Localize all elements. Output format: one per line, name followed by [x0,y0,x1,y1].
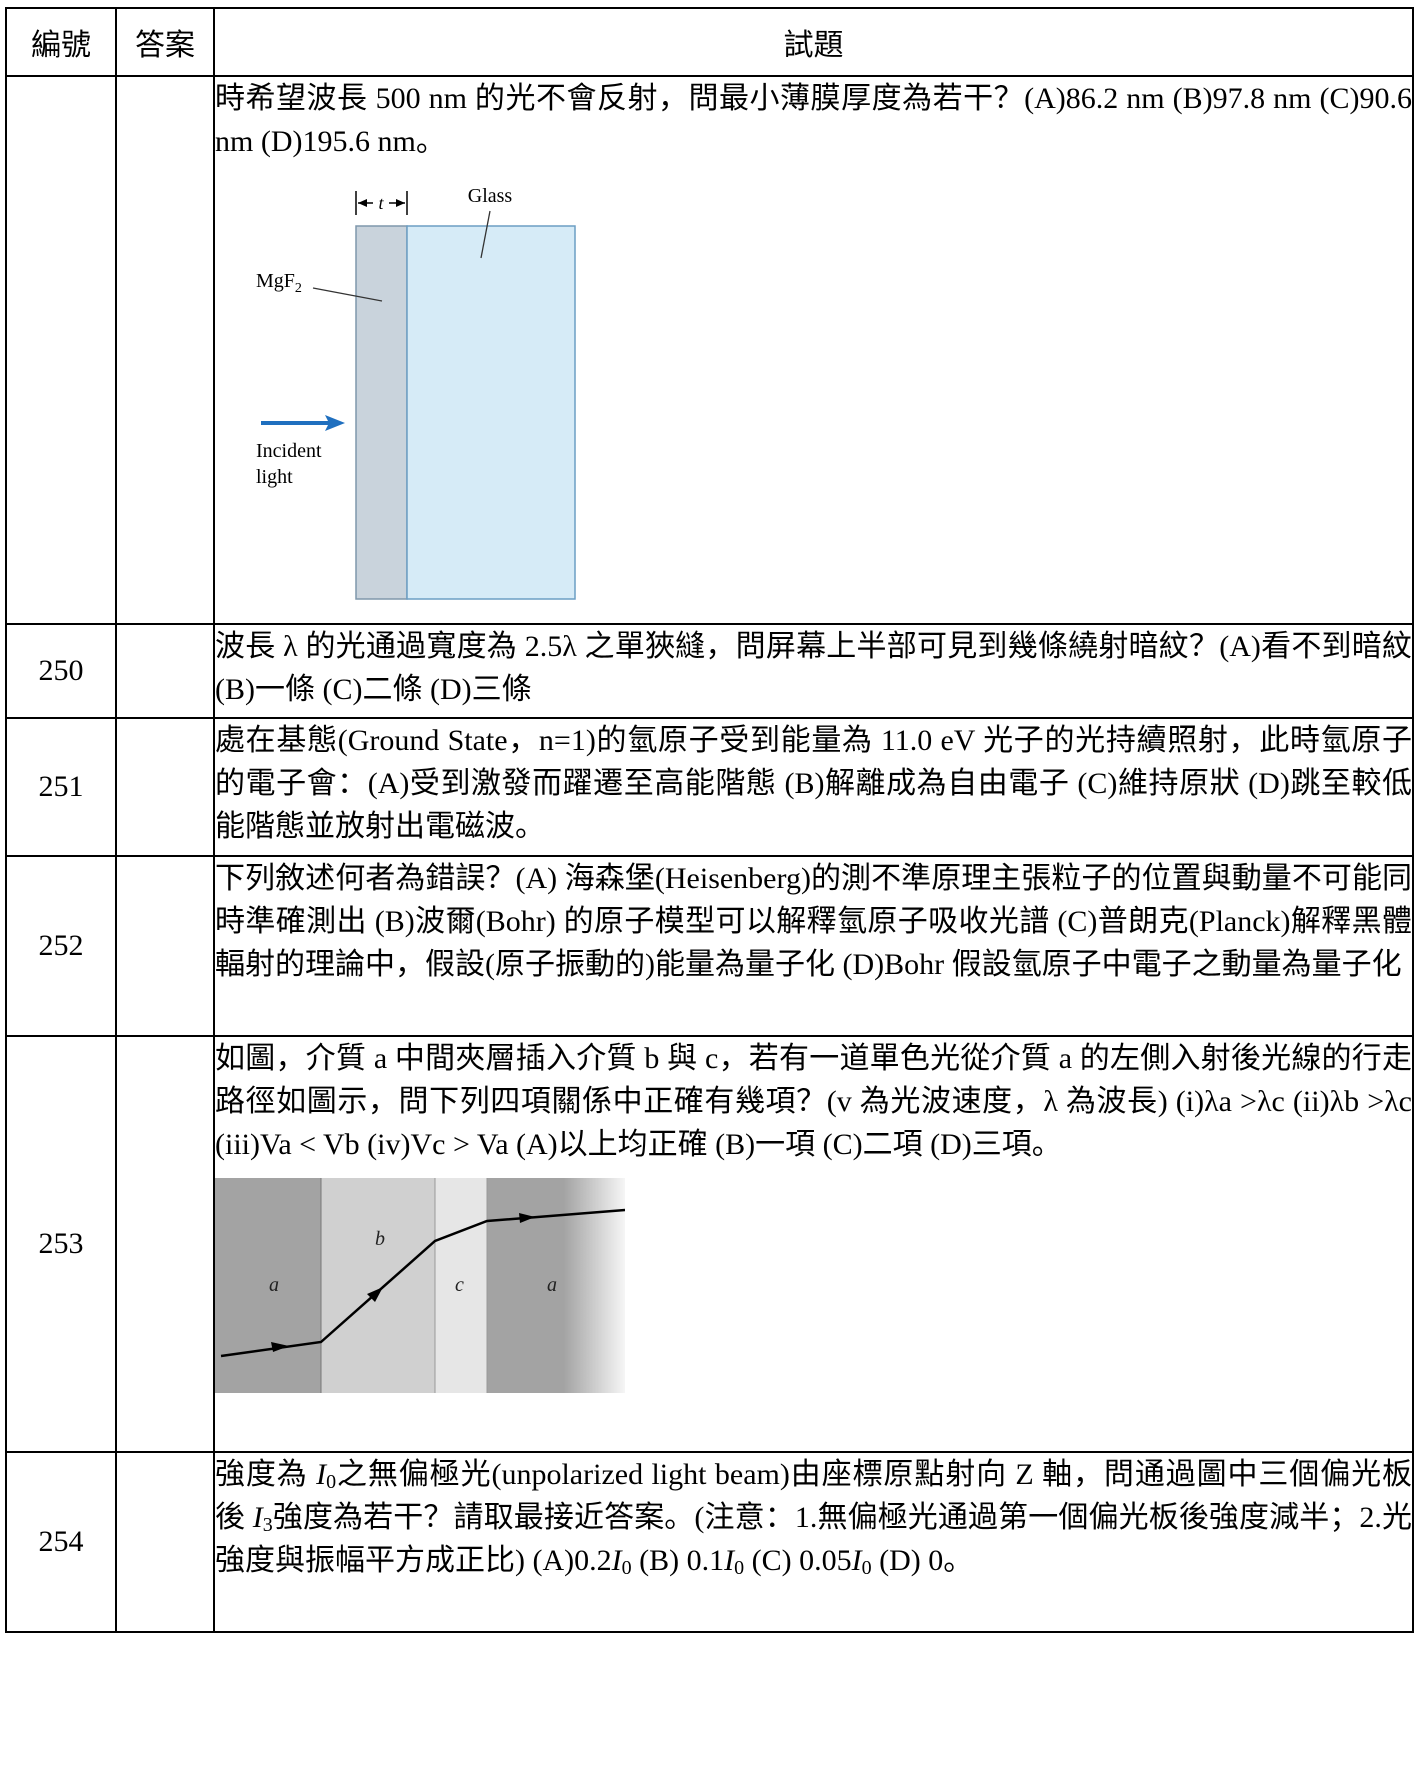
answer-cell [115,623,215,719]
question-cell: 如圖，介質 a 中間夾層插入介質 b 與 c，若有一道單色光從介質 a 的左側入… [213,1035,1414,1453]
question-text: 波長 λ 的光通過寬度為 2.5λ 之單狹縫，問屏幕上半部可見到幾條繞射暗紋？(… [215,630,1412,706]
question-cell: 強度為 I0之無偏極光(unpolarized light beam)由座標原點… [213,1451,1414,1633]
answer-cell [115,75,215,625]
ray-arrowhead-1 [271,1342,289,1352]
incident-label-line1: Incident [256,440,322,462]
coating-label: MgF2 [256,270,302,296]
table-row: 253 如圖，介質 a 中間夾層插入介質 b 與 c，若有一道單色光從介質 a … [5,1035,1414,1453]
table-row: 252 下列敘述何者為錯誤？(A) 海森堡(Heisenberg)的測不準原理主… [5,855,1414,1037]
question-cell: 下列敘述何者為錯誤？(A) 海森堡(Heisenberg)的測不準原理主張粒子的… [213,855,1414,1037]
thickness-label: t [378,193,384,213]
question-number: 254 [5,1451,117,1633]
incident-label-line2: light [256,466,293,488]
label-medium-c: c [455,1274,464,1296]
header-row: 編號 答案 試題 [5,7,1414,77]
header-answer: 答案 [115,7,215,77]
header-number: 編號 [5,7,117,77]
ray-arrowhead-2 [367,1287,383,1302]
answer-cell [115,855,215,1037]
label-medium-b: b [375,1228,385,1250]
coating-leader-line [312,287,383,302]
ray-arrowhead-3 [519,1213,535,1223]
table-row: 254 強度為 I0之無偏極光(unpolarized light beam)由… [5,1451,1414,1633]
question-number [5,75,117,625]
question-cell: 時希望波長 500 nm 的光不會反射，問最小薄膜厚度為若干？(A)86.2 n… [213,75,1414,625]
question-text: 時希望波長 500 nm 的光不會反射，問最小薄膜厚度為若干？(A)86.2 n… [215,82,1412,158]
question-text: 如圖，介質 a 中間夾層插入介質 b 與 c，若有一道單色光從介質 a 的左側入… [215,1042,1412,1161]
thin-film-figure: t Glass MgF2 Incident light [256,185,576,600]
label-medium-a-right: a [547,1274,557,1296]
question-text: 強度為 I0之無偏極光(unpolarized light beam)由座標原點… [215,1458,1412,1579]
question-number: 252 [5,855,117,1037]
question-number: 251 [5,717,117,857]
incident-arrowhead [325,415,345,431]
question-number: 253 [5,1035,117,1453]
question-text: 處在基態(Ground State，n=1)的氫原子受到能量為 11.0 eV … [215,724,1412,843]
exam-table: 編號 答案 試題 時希望波長 500 nm 的光不會反射，問最小薄膜厚度為若干？… [5,7,1414,1633]
glass-label: Glass [468,185,513,207]
question-text: 下列敘述何者為錯誤？(A) 海森堡(Heisenberg)的測不準原理主張粒子的… [215,862,1412,981]
answer-cell [115,717,215,857]
answer-cell [115,1035,215,1453]
table-row: 251 處在基態(Ground State，n=1)的氫原子受到能量為 11.0… [5,717,1414,857]
table-row: 250 波長 λ 的光通過寬度為 2.5λ 之單狹縫，問屏幕上半部可見到幾條繞射… [5,623,1414,719]
glass-slab [406,225,576,600]
table-row: 時希望波長 500 nm 的光不會反射，問最小薄膜厚度為若干？(A)86.2 n… [5,75,1414,625]
glass-leader-line [480,210,491,259]
question-cell: 波長 λ 的光通過寬度為 2.5λ 之單狹縫，問屏幕上半部可見到幾條繞射暗紋？(… [213,623,1414,719]
answer-cell [115,1451,215,1633]
question-number: 250 [5,623,117,719]
refraction-figure: a b c a [215,1178,625,1393]
mgf2-coating [355,225,408,600]
question-cell: 處在基態(Ground State，n=1)的氫原子受到能量為 11.0 eV … [213,717,1414,857]
header-question: 試題 [213,7,1414,77]
label-medium-a-left: a [269,1274,279,1296]
